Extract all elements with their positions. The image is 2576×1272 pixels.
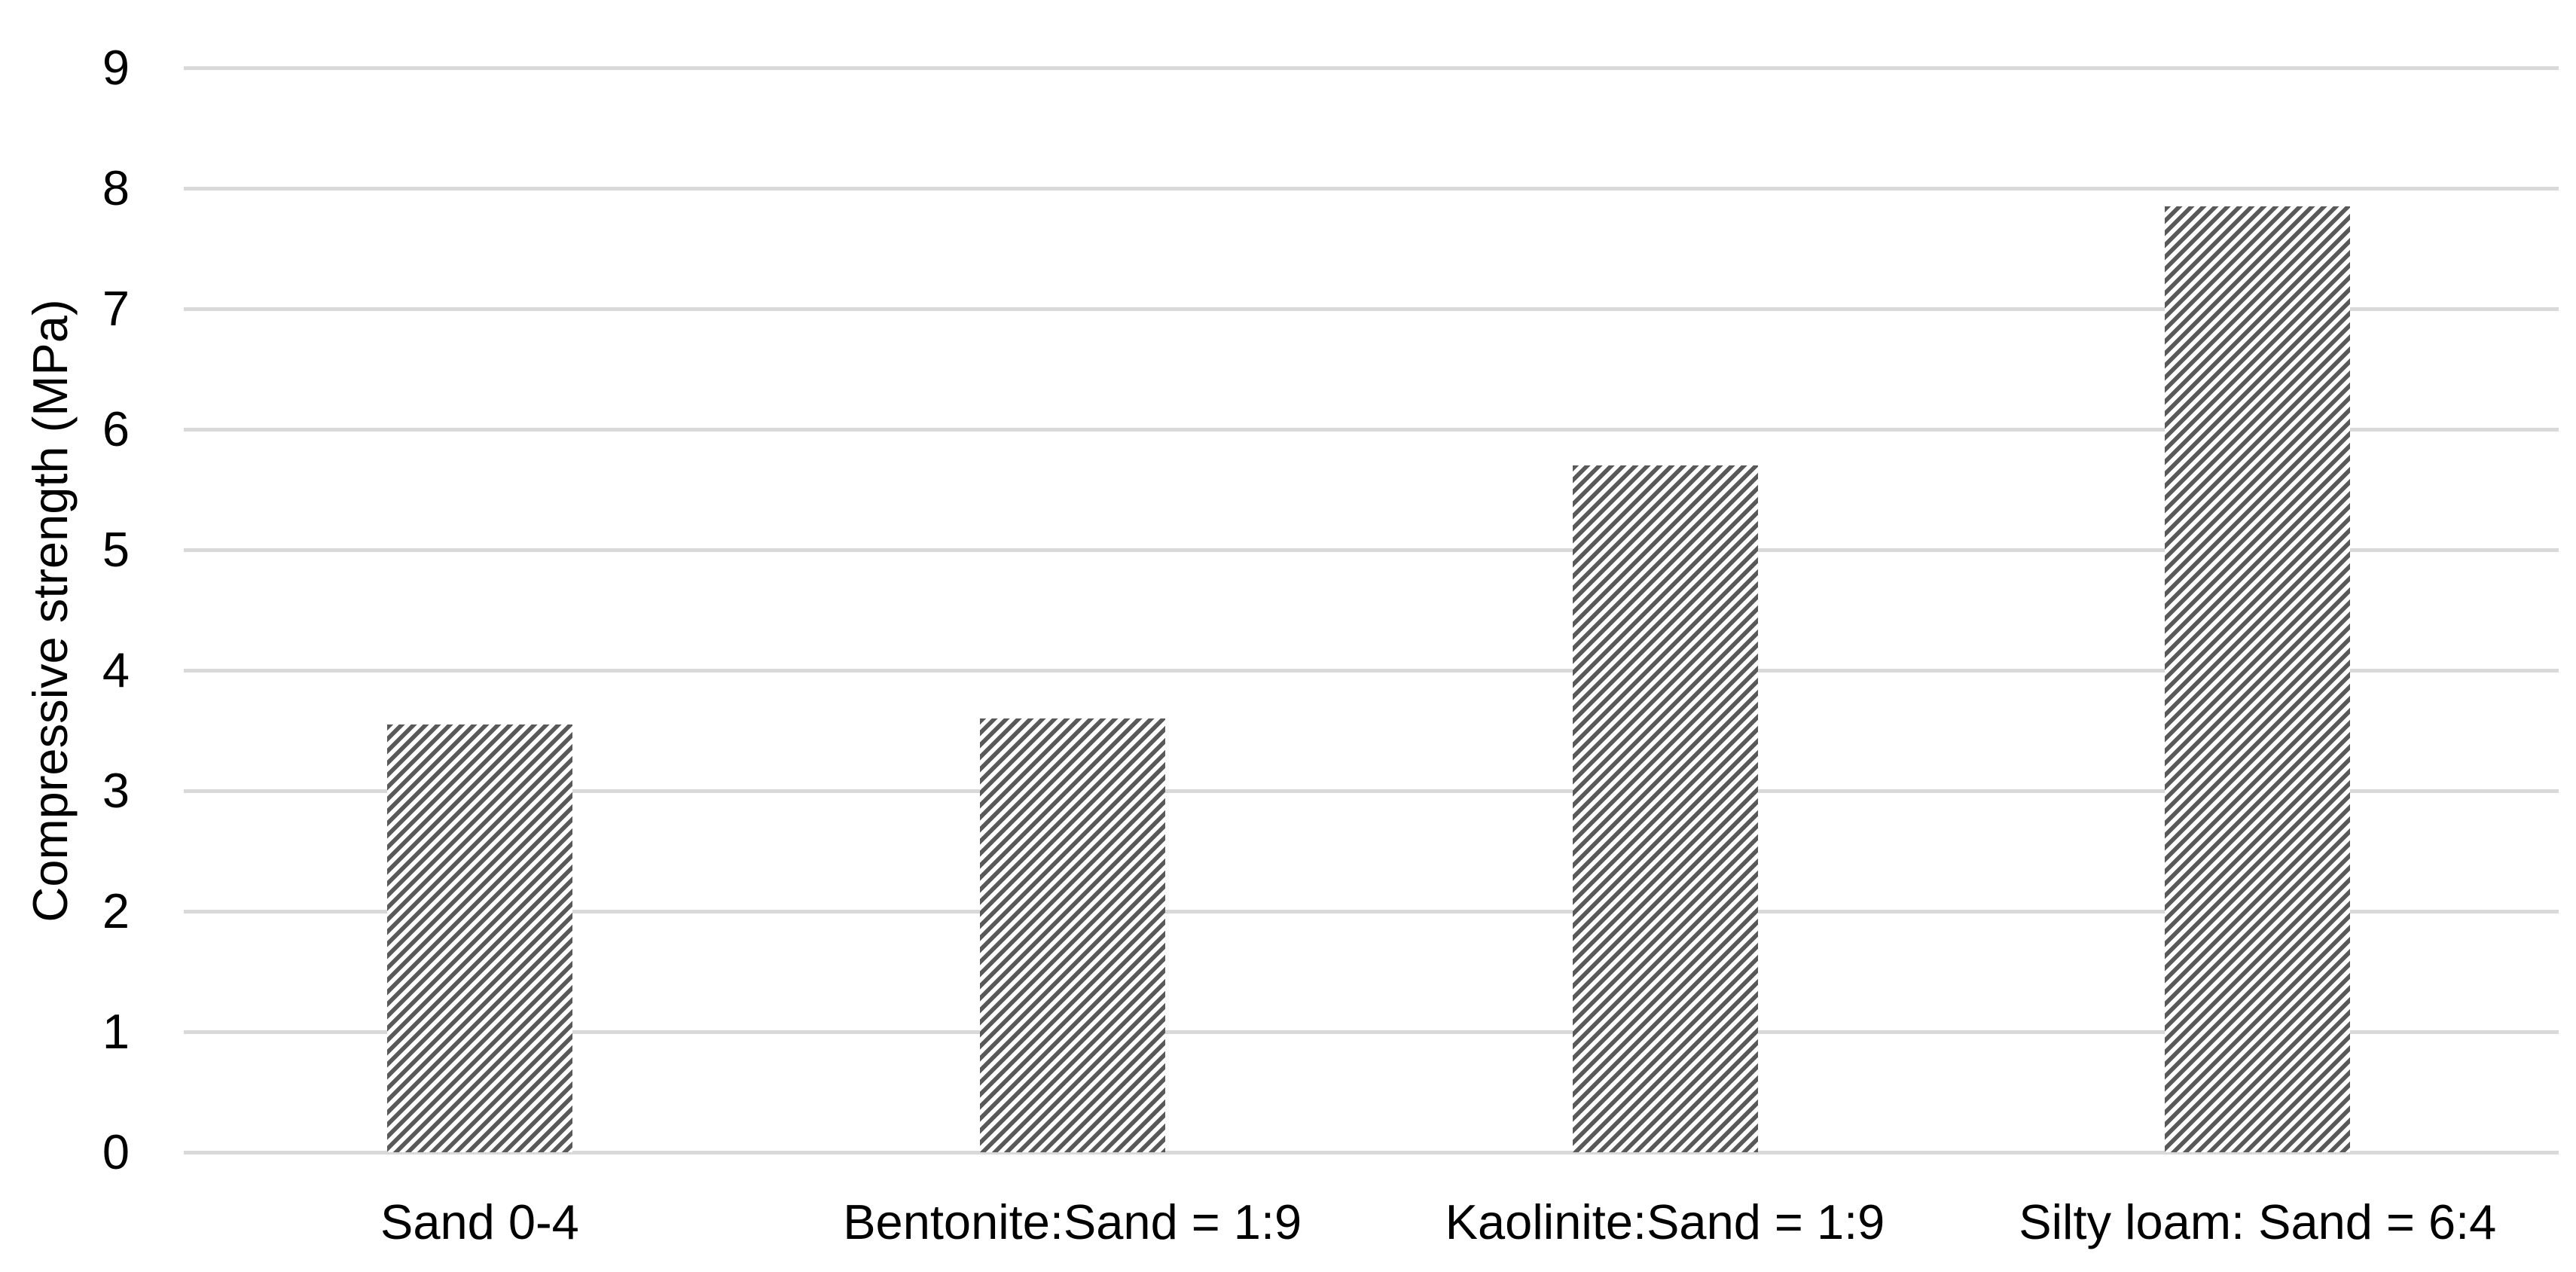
y-tick-label-4: 4 xyxy=(102,642,130,697)
gridline-2 xyxy=(183,909,2559,914)
x-category-label-3: Silty loam: Sand = 6:4 xyxy=(2019,1194,2497,1249)
gridline-6 xyxy=(183,427,2559,432)
gridline-5 xyxy=(183,548,2559,552)
bar-3 xyxy=(2165,206,2351,1152)
bar-0 xyxy=(386,724,572,1152)
x-category-label-1: Bentonite:Sand = 1:9 xyxy=(843,1194,1302,1249)
gridline-7 xyxy=(183,307,2559,311)
gridline-0 xyxy=(183,1150,2559,1155)
gridline-1 xyxy=(183,1029,2559,1034)
y-tick-label-8: 8 xyxy=(102,160,130,215)
x-category-label-0: Sand 0-4 xyxy=(380,1194,579,1249)
bar-1 xyxy=(979,718,1165,1152)
y-tick-label-0: 0 xyxy=(102,1124,130,1179)
y-tick-label-1: 1 xyxy=(102,1004,130,1059)
gridline-8 xyxy=(183,186,2559,191)
bar-2 xyxy=(1572,465,1758,1152)
y-tick-label-7: 7 xyxy=(102,281,130,336)
gridline-4 xyxy=(183,668,2559,673)
y-tick-label-3: 3 xyxy=(102,763,130,818)
y-tick-label-2: 2 xyxy=(102,883,130,938)
y-tick-label-5: 5 xyxy=(102,522,130,577)
x-category-label-2: Kaolinite:Sand = 1:9 xyxy=(1445,1194,1885,1249)
y-tick-label-6: 6 xyxy=(102,401,130,456)
gridline-3 xyxy=(183,789,2559,793)
gridline-9 xyxy=(183,66,2559,70)
y-tick-label-9: 9 xyxy=(102,40,130,95)
